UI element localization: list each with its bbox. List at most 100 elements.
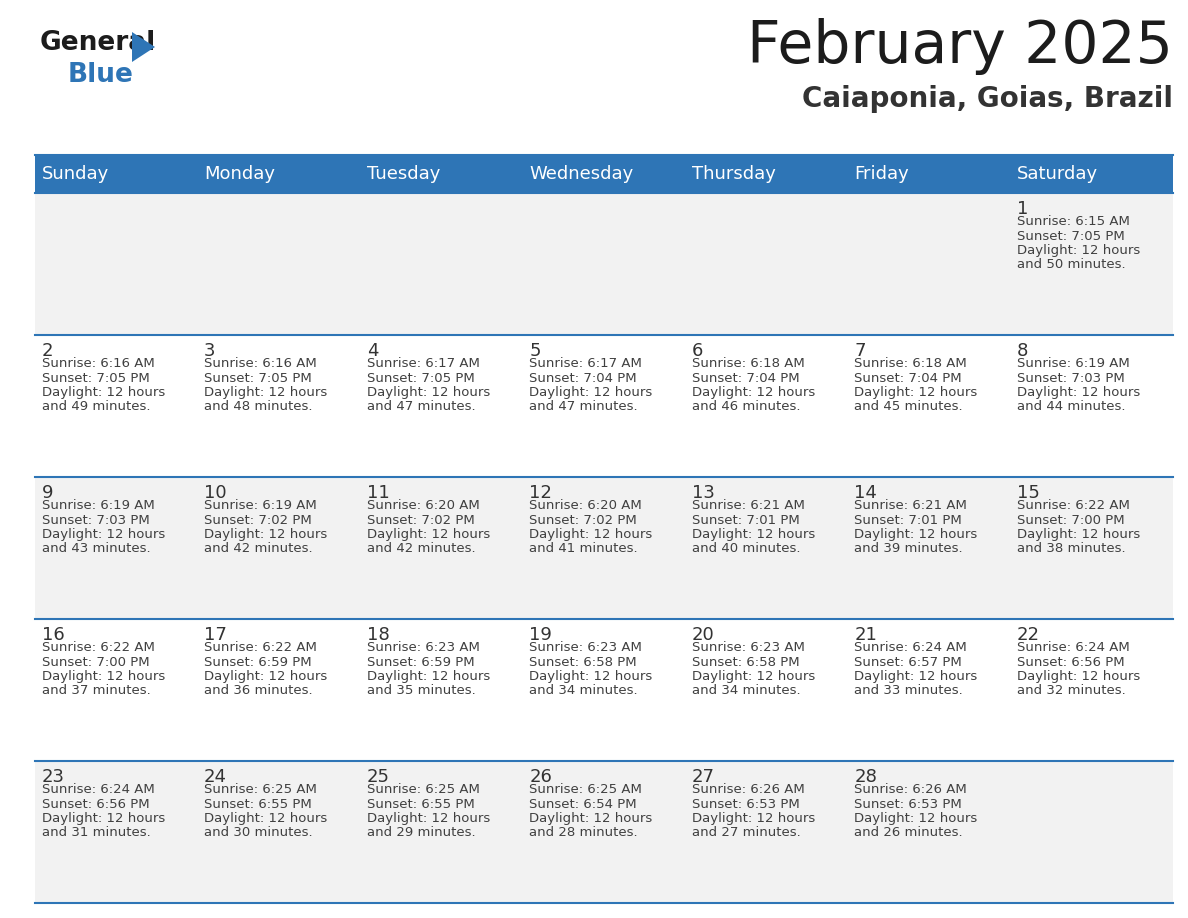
Bar [197,761,360,903]
Text: 21: 21 [854,626,877,644]
Text: 18: 18 [367,626,390,644]
Text: Daylight: 12 hours: Daylight: 12 hours [367,812,489,825]
Bar [360,619,523,761]
Bar [523,761,685,903]
Text: 7: 7 [854,342,866,360]
Text: 24: 24 [204,768,227,786]
Text: 2: 2 [42,342,53,360]
Text: Sunset: 7:00 PM: Sunset: 7:00 PM [1017,513,1125,527]
Text: Sunrise: 6:26 AM: Sunrise: 6:26 AM [691,783,804,796]
Text: Sunrise: 6:24 AM: Sunrise: 6:24 AM [854,641,967,654]
Text: Daylight: 12 hours: Daylight: 12 hours [1017,244,1140,257]
Text: Sunrise: 6:24 AM: Sunrise: 6:24 AM [42,783,154,796]
Bar [34,193,197,335]
Text: Tuesday: Tuesday [367,165,440,183]
Bar [685,193,848,335]
Text: Sunset: 7:04 PM: Sunset: 7:04 PM [529,372,637,385]
Text: and 29 minutes.: and 29 minutes. [367,826,475,839]
Text: Daylight: 12 hours: Daylight: 12 hours [204,528,328,541]
Text: and 41 minutes.: and 41 minutes. [529,543,638,555]
Bar [197,477,360,619]
Text: Sunrise: 6:16 AM: Sunrise: 6:16 AM [42,357,154,370]
Text: and 31 minutes.: and 31 minutes. [42,826,150,839]
Text: Daylight: 12 hours: Daylight: 12 hours [529,812,652,825]
Text: Sunrise: 6:25 AM: Sunrise: 6:25 AM [204,783,317,796]
Text: 13: 13 [691,484,715,502]
Bar [848,477,1011,619]
Text: Sunrise: 6:23 AM: Sunrise: 6:23 AM [691,641,804,654]
Text: Daylight: 12 hours: Daylight: 12 hours [367,386,489,399]
Text: and 26 minutes.: and 26 minutes. [854,826,963,839]
Text: Daylight: 12 hours: Daylight: 12 hours [42,670,165,683]
Text: Sunset: 6:53 PM: Sunset: 6:53 PM [854,798,962,811]
Text: Sunset: 7:02 PM: Sunset: 7:02 PM [204,513,311,527]
Text: Sunrise: 6:23 AM: Sunrise: 6:23 AM [529,641,642,654]
Text: 22: 22 [1017,626,1040,644]
Bar [848,619,1011,761]
Bar [1011,335,1173,477]
Text: Sunset: 6:58 PM: Sunset: 6:58 PM [691,655,800,668]
Text: Sunset: 7:01 PM: Sunset: 7:01 PM [854,513,962,527]
Text: and 27 minutes.: and 27 minutes. [691,826,801,839]
Text: and 49 minutes.: and 49 minutes. [42,400,150,413]
Text: 16: 16 [42,626,64,644]
Bar [360,335,523,477]
Text: and 47 minutes.: and 47 minutes. [529,400,638,413]
Text: 5: 5 [529,342,541,360]
Bar [1011,619,1173,761]
Text: Sunrise: 6:25 AM: Sunrise: 6:25 AM [529,783,642,796]
Text: Daylight: 12 hours: Daylight: 12 hours [529,670,652,683]
Text: Daylight: 12 hours: Daylight: 12 hours [691,812,815,825]
Text: 20: 20 [691,626,714,644]
Text: Sunrise: 6:22 AM: Sunrise: 6:22 AM [1017,499,1130,512]
Text: Blue: Blue [68,62,134,88]
Text: Saturday: Saturday [1017,165,1098,183]
Bar [34,619,197,761]
Bar [360,761,523,903]
Text: Sunrise: 6:20 AM: Sunrise: 6:20 AM [367,499,480,512]
Text: Sunrise: 6:21 AM: Sunrise: 6:21 AM [854,499,967,512]
Text: Sunset: 7:02 PM: Sunset: 7:02 PM [529,513,637,527]
Text: Sunrise: 6:25 AM: Sunrise: 6:25 AM [367,783,480,796]
Text: 19: 19 [529,626,552,644]
Text: and 40 minutes.: and 40 minutes. [691,543,801,555]
Text: and 39 minutes.: and 39 minutes. [854,543,963,555]
Text: Daylight: 12 hours: Daylight: 12 hours [1017,386,1140,399]
Bar [685,761,848,903]
Text: Sunset: 6:57 PM: Sunset: 6:57 PM [854,655,962,668]
Text: Daylight: 12 hours: Daylight: 12 hours [42,528,165,541]
Text: 8: 8 [1017,342,1029,360]
Bar [34,761,197,903]
Text: and 32 minutes.: and 32 minutes. [1017,685,1126,698]
Text: and 44 minutes.: and 44 minutes. [1017,400,1125,413]
Bar [685,619,848,761]
Text: Daylight: 12 hours: Daylight: 12 hours [204,386,328,399]
Text: Daylight: 12 hours: Daylight: 12 hours [691,670,815,683]
Text: Sunrise: 6:22 AM: Sunrise: 6:22 AM [42,641,154,654]
Text: 25: 25 [367,768,390,786]
Text: General: General [40,30,157,56]
Text: Daylight: 12 hours: Daylight: 12 hours [367,528,489,541]
Text: and 33 minutes.: and 33 minutes. [854,685,963,698]
Text: Sunrise: 6:18 AM: Sunrise: 6:18 AM [691,357,804,370]
Bar [34,477,197,619]
Text: Daylight: 12 hours: Daylight: 12 hours [854,670,978,683]
Text: and 50 minutes.: and 50 minutes. [1017,259,1125,272]
Text: 1: 1 [1017,200,1029,218]
Text: and 43 minutes.: and 43 minutes. [42,543,150,555]
Text: Sunrise: 6:24 AM: Sunrise: 6:24 AM [1017,641,1130,654]
Text: and 45 minutes.: and 45 minutes. [854,400,963,413]
Text: 23: 23 [42,768,64,786]
Bar [523,335,685,477]
Text: Sunset: 6:59 PM: Sunset: 6:59 PM [204,655,311,668]
Text: and 34 minutes.: and 34 minutes. [529,685,638,698]
Text: and 48 minutes.: and 48 minutes. [204,400,312,413]
Text: Sunset: 6:54 PM: Sunset: 6:54 PM [529,798,637,811]
Text: and 42 minutes.: and 42 minutes. [204,543,312,555]
Text: 11: 11 [367,484,390,502]
Text: 9: 9 [42,484,53,502]
Text: 26: 26 [529,768,552,786]
Text: Sunset: 7:03 PM: Sunset: 7:03 PM [1017,372,1125,385]
Text: February 2025: February 2025 [747,18,1173,75]
Bar [685,477,848,619]
